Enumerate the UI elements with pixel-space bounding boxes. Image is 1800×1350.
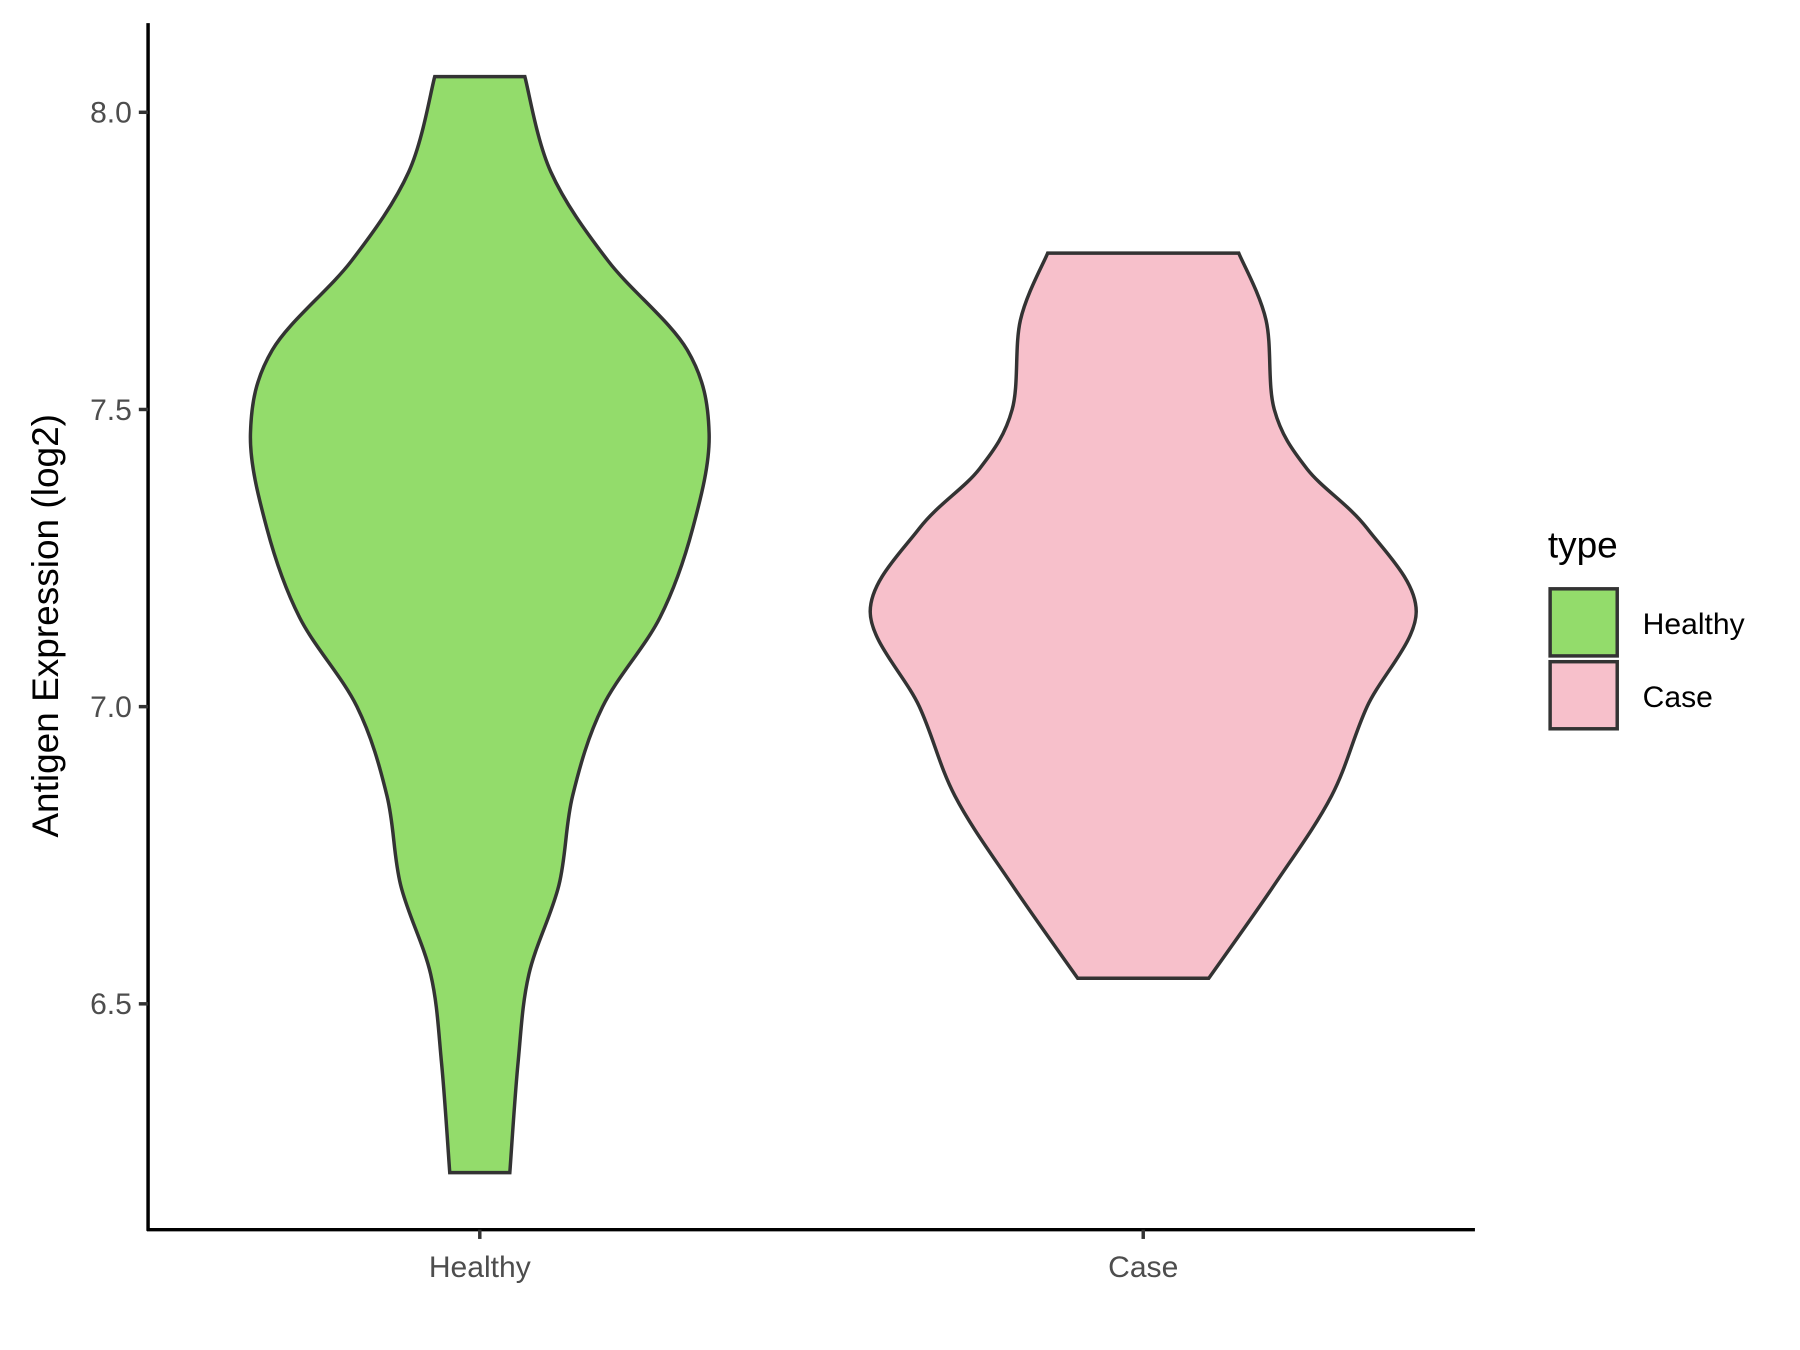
violin <box>868 251 1418 981</box>
legend-title: type <box>1548 524 1618 566</box>
y-tick-label: 8.0 <box>90 97 132 130</box>
legend-key <box>1548 587 1619 658</box>
legend-label: Healthy <box>1643 608 1745 641</box>
legend-label: Case <box>1643 681 1713 714</box>
x-tick-label: Case <box>1108 1251 1178 1284</box>
x-tick-label: Healthy <box>429 1251 531 1284</box>
y-tick-label: 6.5 <box>90 988 132 1021</box>
legend-key <box>1548 659 1619 731</box>
y-axis-label: Antigen Expression (log2) <box>24 414 66 838</box>
y-tick-label: 7.5 <box>90 394 132 427</box>
y-tick-label: 7.0 <box>90 691 132 724</box>
violin <box>248 74 711 1175</box>
